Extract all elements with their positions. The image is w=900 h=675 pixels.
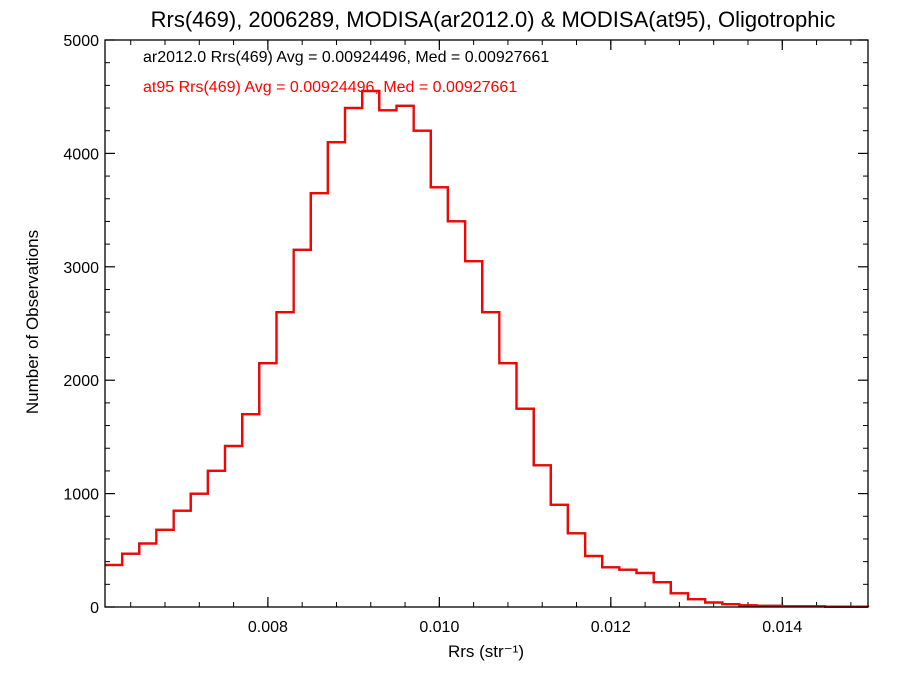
x-axis: 0.008 0.010 0.012 0.014 — [130, 40, 852, 636]
y-tick-label: 1000 — [63, 487, 99, 504]
y-tick-label: 0 — [90, 600, 99, 617]
y-tick-label: 3000 — [63, 260, 99, 277]
x-tick-label: 0.010 — [419, 619, 459, 636]
annotation-ar2012: ar2012.0 Rrs(469) Avg = 0.00924496, Med … — [143, 49, 549, 66]
x-axis-label: Rrs (str⁻¹) — [448, 642, 524, 661]
x-tick-label: 0.008 — [248, 619, 288, 636]
y-tick-label: 5000 — [63, 33, 99, 50]
x-tick-label: 0.012 — [591, 619, 631, 636]
y-tick-label: 2000 — [63, 373, 99, 390]
y-axis-label: Number of Observations — [23, 230, 42, 414]
y-tick-label: 4000 — [63, 146, 99, 163]
plot-series — [105, 89, 870, 608]
y-axis: 0 1000 2000 3000 4000 5000 — [63, 33, 868, 617]
chart-title: Rrs(469), 2006289, MODISA(ar2012.0) & MO… — [151, 7, 836, 32]
annotation-at95: at95 Rrs(469) Avg = 0.00924496, Med = 0.… — [143, 79, 517, 96]
x-tick-label: 0.014 — [762, 619, 802, 636]
series-ar2012-0 — [105, 89, 870, 608]
plot-frame — [104, 39, 869, 608]
series-at95 — [105, 89, 870, 608]
